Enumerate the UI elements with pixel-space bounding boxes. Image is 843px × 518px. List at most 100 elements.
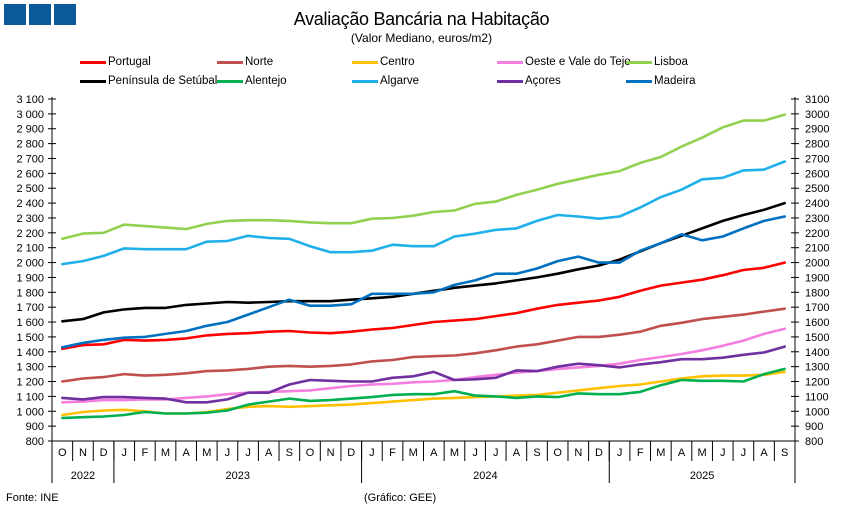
legend-item-alentejo: Alentejo — [217, 75, 287, 87]
logo-block — [29, 4, 51, 25]
x-tick-label-month: A — [182, 447, 190, 459]
series-line-algarve — [60, 160, 787, 266]
series-line-peninsula-de-setubal — [60, 201, 787, 323]
x-tick-label-year: 2025 — [690, 470, 714, 482]
x-tick-label-month: J — [369, 447, 375, 459]
legend-swatch — [80, 60, 106, 64]
y-tick-label-right: 900 — [805, 421, 823, 433]
y-tick-label-left: 2 800 — [16, 139, 44, 151]
legend-item-acores: Açores — [497, 75, 561, 87]
y-tick-label-right: 2500 — [805, 183, 829, 195]
legend-swatch — [626, 79, 652, 83]
legend-swatch — [217, 60, 243, 64]
x-tick-label-month: N — [574, 447, 582, 459]
y-tick-label-right: 1000 — [805, 406, 829, 418]
x-tick-label-month: D — [347, 447, 355, 459]
y-tick-label-left: 1 200 — [16, 377, 44, 389]
y-tick-label-right: 2400 — [805, 198, 829, 210]
series-line-lisboa — [60, 113, 787, 241]
x-tick-label-month: J — [121, 447, 127, 459]
y-tick-label-left: 2 000 — [16, 258, 44, 270]
legend-item-oeste-e-vale-do-tejo: Oeste e Vale do Tejo — [497, 56, 631, 68]
legend-label: Alentejo — [245, 75, 287, 87]
legend-item-algarve: Algarve — [352, 75, 419, 87]
source-note: Fonte: INE — [6, 492, 59, 504]
legend-item-madeira: Madeira — [626, 75, 696, 87]
legend-swatch — [626, 60, 652, 64]
legend-item-norte: Norte — [217, 56, 273, 68]
legend-swatch — [497, 79, 523, 83]
x-tick-label-month: M — [656, 447, 665, 459]
y-tick-label-left: 3 000 — [16, 109, 44, 121]
y-tick-label-left: 1 000 — [16, 406, 44, 418]
legend-item-lisboa: Lisboa — [626, 56, 688, 68]
y-tick-label-right: 2000 — [805, 258, 829, 270]
legend-label: Oeste e Vale do Tejo — [525, 56, 631, 68]
y-tick-label-left: 1 900 — [16, 272, 44, 284]
x-tick-label-month: S — [781, 447, 788, 459]
series-line-acores — [60, 345, 787, 404]
legend-label: Península de Setúbal — [108, 75, 218, 87]
x-tick-label-year: 2023 — [226, 470, 250, 482]
legend-label: Açores — [525, 75, 561, 87]
y-tick-label-right: 1900 — [805, 272, 829, 284]
legend-swatch — [352, 60, 378, 64]
x-tick-label-month: D — [100, 447, 108, 459]
y-tick-label-left: 1 700 — [16, 302, 44, 314]
y-tick-label-left: 1 400 — [16, 347, 44, 359]
y-tick-label-left: 2 400 — [16, 198, 44, 210]
y-tick-label-right: 1400 — [805, 347, 829, 359]
logo-block — [54, 4, 76, 25]
y-tick-label-right: 1600 — [805, 317, 829, 329]
x-tick-label-month: A — [678, 447, 686, 459]
x-tick-label-month: O — [306, 447, 315, 459]
chart-subtitle: (Valor Mediano, euros/m2) — [350, 31, 493, 45]
legend-item-centro: Centro — [352, 56, 415, 68]
x-tick-label-month: M — [409, 447, 418, 459]
legend-label: Centro — [380, 56, 415, 68]
y-tick-label-left: 2 700 — [16, 153, 44, 165]
y-tick-label-right: 2700 — [805, 153, 829, 165]
x-tick-label-month: J — [225, 447, 231, 459]
legend-label: Madeira — [654, 75, 696, 87]
x-tick-label-month: A — [760, 447, 768, 459]
logo-block — [4, 4, 26, 25]
y-tick-label-right: 1100 — [805, 391, 829, 403]
y-tick-label-left: 3 100 — [16, 94, 44, 106]
x-tick-label-month: D — [595, 447, 603, 459]
legend-swatch — [352, 79, 378, 83]
y-tick-label-right: 2100 — [805, 243, 829, 255]
y-tick-label-right: 2200 — [805, 228, 829, 240]
y-tick-label-right: 1800 — [805, 287, 829, 299]
series-line-oeste-e-vale-do-tejo — [60, 327, 787, 404]
legend-label: Portugal — [108, 56, 151, 68]
y-tick-label-right: 2600 — [805, 168, 829, 180]
chart-title: Avaliação Bancária na Habitação — [293, 9, 550, 29]
x-tick-label-month: A — [513, 447, 521, 459]
x-tick-label-month: F — [637, 447, 644, 459]
x-tick-label-month: S — [533, 447, 540, 459]
y-tick-label-left: 2 100 — [16, 243, 44, 255]
series-line-alentejo — [60, 367, 787, 420]
y-tick-label-right: 1700 — [805, 302, 829, 314]
legend-label: Norte — [245, 56, 274, 68]
x-tick-label-month: F — [142, 447, 149, 459]
y-tick-label-right: 1500 — [805, 332, 829, 344]
x-tick-label-month: A — [265, 447, 273, 459]
x-tick-label-month: M — [698, 447, 707, 459]
series-line-norte — [60, 307, 787, 383]
credit-note: (Gráfico: GEE) — [364, 492, 437, 504]
x-tick-label-month: O — [553, 447, 562, 459]
x-tick-label-month: J — [617, 447, 623, 459]
y-tick-label-left: 1 300 — [16, 362, 44, 374]
y-tick-label-left: 2 900 — [16, 124, 44, 136]
y-tick-label-left: 1 500 — [16, 332, 44, 344]
y-tick-label-left: 1 800 — [16, 287, 44, 299]
x-tick-label-month: J — [493, 447, 499, 459]
gee-logo — [4, 4, 76, 25]
x-tick-label-month: J — [245, 447, 251, 459]
y-tick-label-right: 1200 — [805, 377, 829, 389]
x-tick-label-month: M — [202, 447, 211, 459]
y-tick-label-left: 800 — [26, 436, 44, 448]
